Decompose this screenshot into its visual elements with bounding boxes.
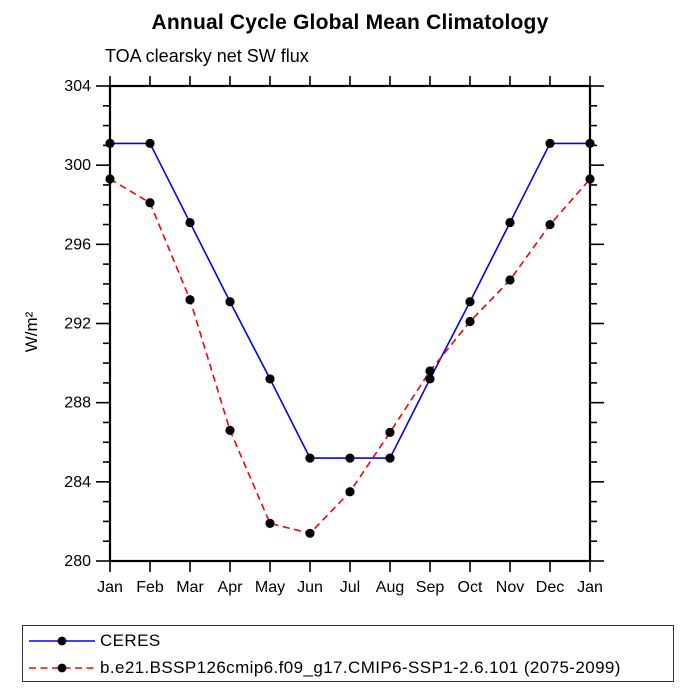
legend-label-model: b.e21.BSSP126cmip6.f09_g17.CMIP6-SSP1-2.… bbox=[100, 657, 621, 677]
x-tick-label: Sep bbox=[416, 579, 445, 596]
data-point-marker bbox=[545, 138, 555, 148]
legend: CERES b.e21.BSSP126cmip6.f09_g17.CMIP6-S… bbox=[22, 625, 674, 682]
series-line-ceres bbox=[110, 142, 590, 459]
data-point-marker bbox=[225, 425, 235, 435]
data-point-marker bbox=[585, 138, 595, 148]
data-point-marker bbox=[505, 275, 515, 285]
data-point-marker bbox=[465, 316, 475, 327]
y-tick-label: 304 bbox=[64, 78, 91, 95]
x-tick-label: Jul bbox=[340, 579, 360, 596]
x-tick-label: Jun bbox=[297, 579, 323, 596]
y-tick-label: 296 bbox=[64, 236, 91, 253]
data-point-marker bbox=[425, 366, 435, 376]
data-point-marker bbox=[545, 219, 555, 230]
data-point-marker bbox=[265, 374, 275, 384]
chart-title: Annual Cycle Global Mean Climatology bbox=[151, 11, 549, 34]
x-tick-label: Jan bbox=[577, 579, 603, 596]
x-tick-label: Oct bbox=[458, 579, 483, 596]
x-tick-label: Mar bbox=[176, 579, 204, 596]
data-point-marker bbox=[105, 174, 115, 184]
data-point-marker bbox=[265, 518, 275, 528]
data-point-marker bbox=[345, 487, 355, 497]
model-line-sample-icon bbox=[29, 663, 95, 672]
y-tick-label: 288 bbox=[64, 395, 91, 412]
data-point-marker bbox=[505, 217, 515, 228]
data-point-marker bbox=[305, 453, 315, 463]
legend-label-ceres: CERES bbox=[100, 630, 161, 650]
data-point-marker bbox=[185, 295, 195, 305]
x-tick-label: Nov bbox=[496, 579, 524, 596]
data-point-marker bbox=[185, 217, 195, 228]
y-tick-label: 280 bbox=[64, 553, 91, 570]
y-tick-label: 292 bbox=[64, 316, 91, 333]
data-point-marker bbox=[465, 297, 475, 307]
data-point-marker bbox=[225, 297, 235, 307]
x-tick-label: May bbox=[255, 579, 285, 596]
plot-area: 280 284 288 292 296 300 304 Jan Feb Mar Apr May Jun J… bbox=[64, 76, 604, 596]
y-tick-label: 284 bbox=[64, 474, 91, 491]
y-tick-label: 300 bbox=[64, 157, 91, 174]
legend-entry-model: b.e21.BSSP126cmip6.f09_g17.CMIP6-SSP1-2.… bbox=[23, 654, 673, 681]
data-point-marker bbox=[385, 427, 395, 437]
x-tick-label: Apr bbox=[218, 579, 244, 596]
data-point-marker bbox=[345, 453, 355, 463]
series-line-model bbox=[109, 178, 591, 535]
x-tick-label: Feb bbox=[136, 579, 164, 596]
data-point-marker bbox=[425, 374, 435, 384]
legend-entry-ceres: CERES bbox=[23, 627, 673, 654]
x-tick-label: Jan bbox=[97, 579, 123, 596]
data-point-marker bbox=[585, 174, 595, 184]
chart-subtitle: TOA clearsky net SW flux bbox=[105, 46, 309, 66]
x-tick-label: Dec bbox=[536, 579, 564, 596]
data-point-marker bbox=[145, 138, 155, 148]
data-point-marker bbox=[105, 138, 115, 148]
plot-frame bbox=[108, 84, 592, 563]
data-point-marker bbox=[145, 198, 155, 208]
data-point-marker bbox=[385, 453, 395, 463]
ceres-line-sample-icon bbox=[29, 636, 95, 645]
data-point-marker bbox=[305, 528, 315, 538]
x-tick-label: Aug bbox=[376, 579, 404, 596]
